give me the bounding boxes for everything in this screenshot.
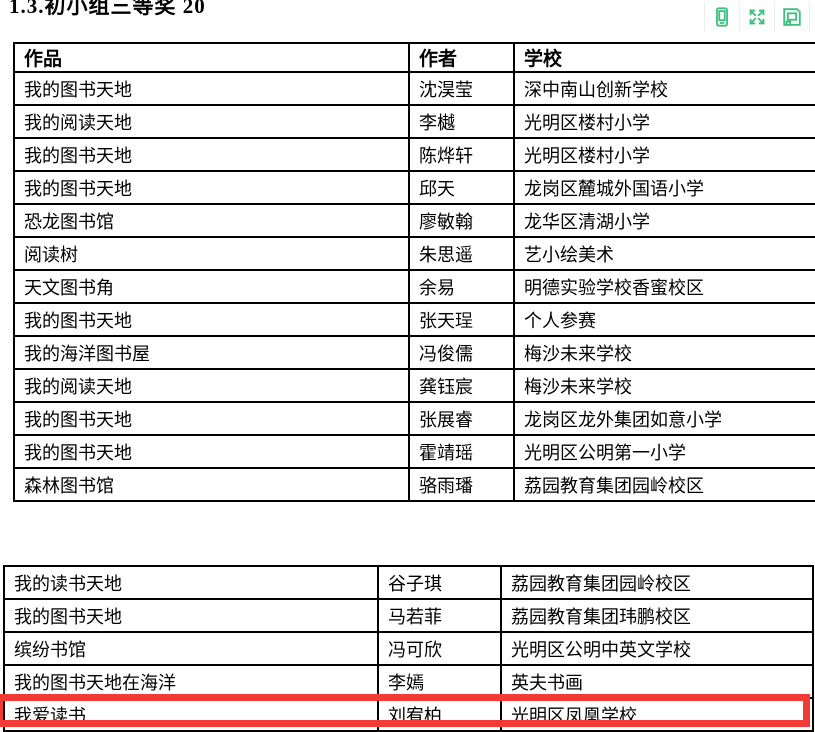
device-icon [716,7,728,27]
table-cell: 龙岗区龙外集团如意小学 [513,401,815,436]
fullscreen-button[interactable] [739,2,774,32]
table-row: 缤纷书馆 冯可欣 光明区公明中英文学校 [3,631,814,666]
table-cell: 冯俊儒 [408,335,515,370]
table-row: 我爱读书 刘宥柏 光明区凤凰学校 [3,697,814,732]
table-cell: 荔园教育集团园岭校区 [513,467,815,502]
table-cell: 龚钰宸 [408,368,515,403]
table-cell: 艺小绘美术 [513,236,815,271]
table-cell: 我的图书天地在海洋 [3,664,379,699]
table-cell: 骆雨璠 [408,467,515,502]
header-row: 作品 作者 学校 [13,42,815,73]
table-cell: 光明区公明第一小学 [513,434,815,469]
table-cell: 天文图书角 [13,269,410,304]
table-cell: 我的海洋图书屋 [13,335,410,370]
table-cell: 光明区楼村小学 [513,104,815,139]
table-cell: 我的图书天地 [13,302,410,337]
table-cell: 我的图书天地 [13,137,410,172]
table-cell: 霍靖瑶 [408,434,515,469]
table-cell: 马若菲 [377,598,502,633]
table-row: 我的图书天地 邱天 龙岗区麓城外国语小学 [13,170,815,205]
table-cell: 英夫书画 [500,664,814,699]
table-row: 我的图书天地 沈淏莹 深中南山创新学校 [13,71,815,106]
table-cell: 张展睿 [408,401,515,436]
table-cell: 我的阅读天地 [13,104,410,139]
table-cell: 我爱读书 [3,697,379,732]
table-cell: 明德实验学校香蜜校区 [513,269,815,304]
table-cell: 我的阅读天地 [13,368,410,403]
table-cell: 我的图书天地 [13,170,410,205]
table-cell: 龙华区清湖小学 [513,203,815,238]
table-cell: 沈淏莹 [408,71,515,106]
table-cell: 梅沙未来学校 [513,335,815,370]
column-header: 学校 [513,42,815,73]
table-cell: 龙岗区麓城外国语小学 [513,170,815,205]
table-cell: 个人参赛 [513,302,815,337]
table-cell: 我的图书天地 [13,401,410,436]
table-cell: 光明区公明中英文学校 [500,631,814,666]
table-cell: 缤纷书馆 [3,631,379,666]
table-cell: 廖敏翰 [408,203,515,238]
table-cell: 森林图书馆 [13,467,410,502]
floating-toolbar [704,2,815,32]
table-cell: 陈烨轩 [408,137,515,172]
table-cell: 荔园教育集团玮鹏校区 [500,598,814,633]
table-cell: 我的图书天地 [13,434,410,469]
table-cell: 我的读书天地 [3,565,379,600]
table-row: 我的阅读天地 李樾 光明区楼村小学 [13,104,815,139]
table-row: 我的图书天地 马若菲 荔园教育集团玮鹏校区 [3,598,814,633]
save-button[interactable] [774,2,809,32]
table-cell: 阅读树 [13,236,410,271]
column-header: 作品 [13,42,410,73]
table-cell: 荔园教育集团园岭校区 [500,565,814,600]
table-cell: 深中南山创新学校 [513,71,815,106]
table-row: 我的图书天地 霍靖瑶 光明区公明第一小学 [13,434,815,469]
table-cell: 恐龙图书馆 [13,203,410,238]
table-cell: 刘宥柏 [377,697,502,732]
table-row: 森林图书馆 骆雨璠 荔园教育集团园岭校区 [13,467,815,502]
table-row: 我的海洋图书屋 冯俊儒 梅沙未来学校 [13,335,815,370]
table-row: 我的图书天地在海洋 李嫣 英夫书画 [3,664,814,699]
page-title: 1.3.初小组三等奖 20 [9,0,206,18]
awards-table-2: 我的读书天地 谷子琪 荔园教育集团园岭校区 我的图书天地 马若菲 荔园教育集团玮鹏校区 缤纷… [3,565,814,732]
table-row: 我的阅读天地 龚钰宸 梅沙未来学校 [13,368,815,403]
column-header: 作者 [408,42,515,73]
awards-table-1: 作品 作者 学校 我的图书天地 沈淏莹 深中南山创新学校 我的阅读天地 李樾 光明区楼村小学我… [13,42,815,502]
table-row: 我的图书天地 张展睿 龙岗区龙外集团如意小学 [13,401,815,436]
table-cell: 梅沙未来学校 [513,368,815,403]
table-cell: 余易 [408,269,515,304]
table-cell: 邱天 [408,170,515,205]
device-preview-button[interactable] [704,2,739,32]
table-cell: 我的图书天地 [13,71,410,106]
table-cell: 冯可欣 [377,631,502,666]
save-icon [783,8,801,26]
table-row: 阅读树 朱思遥 艺小绘美术 [13,236,815,271]
fullscreen-icon [749,9,765,25]
table-cell: 光明区楼村小学 [513,137,815,172]
table-cell: 李樾 [408,104,515,139]
table-row: 恐龙图书馆 廖敏翰 龙华区清湖小学 [13,203,815,238]
table-row: 天文图书角 余易 明德实验学校香蜜校区 [13,269,815,304]
table-cell: 张天珵 [408,302,515,337]
clipped-toolbar-button[interactable] [809,2,815,32]
table-row: 我的读书天地 谷子琪 荔园教育集团园岭校区 [3,565,814,600]
table-cell: 李嫣 [377,664,502,699]
table-cell: 朱思遥 [408,236,515,271]
table-cell: 光明区凤凰学校 [500,697,814,732]
table-cell: 谷子琪 [377,565,502,600]
table-row: 我的图书天地 陈烨轩 光明区楼村小学 [13,137,815,172]
table-cell: 我的图书天地 [3,598,379,633]
table-row: 我的图书天地 张天珵 个人参赛 [13,302,815,337]
